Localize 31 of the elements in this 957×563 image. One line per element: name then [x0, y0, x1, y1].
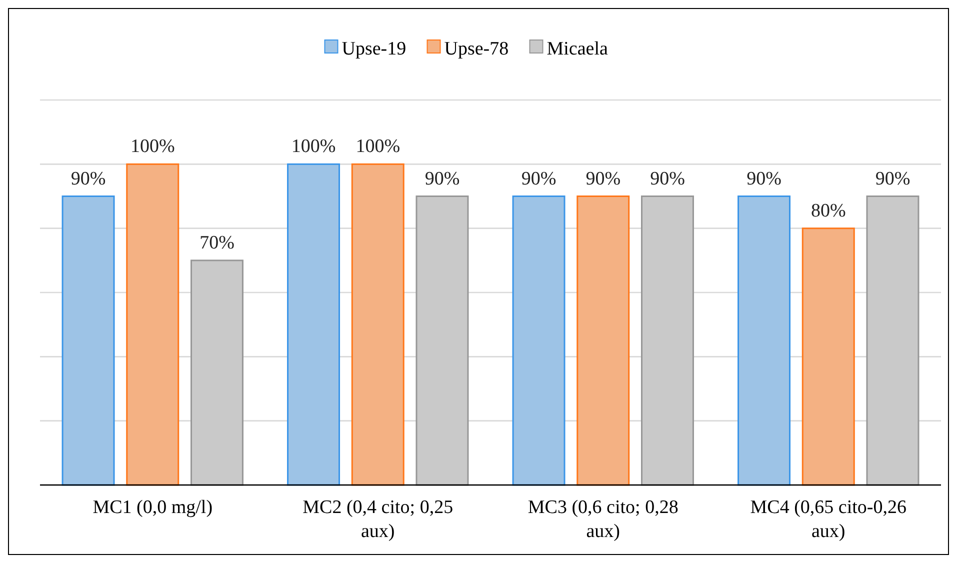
x-tick-label: MC4 (0,65 cito-0,26 aux) — [750, 497, 906, 542]
bar — [190, 260, 244, 486]
bar — [866, 196, 920, 486]
data-label: 100% — [356, 136, 400, 158]
data-label: 90% — [424, 168, 460, 190]
x-tick-label: MC3 (0,6 cito; 0,28 aux) — [528, 497, 678, 542]
data-label: 90% — [586, 168, 621, 190]
data-label: 90% — [875, 168, 910, 190]
legend-label: Upse-19 — [342, 38, 406, 60]
data-label: 70% — [200, 232, 235, 254]
bar — [576, 196, 630, 486]
bar — [126, 163, 180, 486]
legend-label: Upse-78 — [444, 38, 509, 60]
data-label: 100% — [291, 136, 336, 158]
data-label: 90% — [70, 168, 106, 190]
data-label: 90% — [746, 168, 782, 190]
data-label: 90% — [521, 168, 556, 190]
bar — [738, 196, 791, 486]
bar — [640, 196, 694, 486]
x-tick-label: MC1 (0,0 mg/l) — [92, 497, 213, 518]
data-label: 90% — [650, 168, 686, 190]
bar — [351, 163, 404, 486]
legend-label: Micaela — [546, 38, 608, 60]
data-label: 100% — [130, 136, 175, 158]
bar — [62, 196, 115, 486]
bar — [512, 196, 566, 486]
bar — [287, 163, 340, 486]
bar — [416, 196, 469, 486]
bar — [802, 228, 855, 486]
x-tick-label: MC2 (0,4 cito; 0,25 aux) — [302, 497, 454, 542]
data-label: 80% — [810, 200, 846, 222]
